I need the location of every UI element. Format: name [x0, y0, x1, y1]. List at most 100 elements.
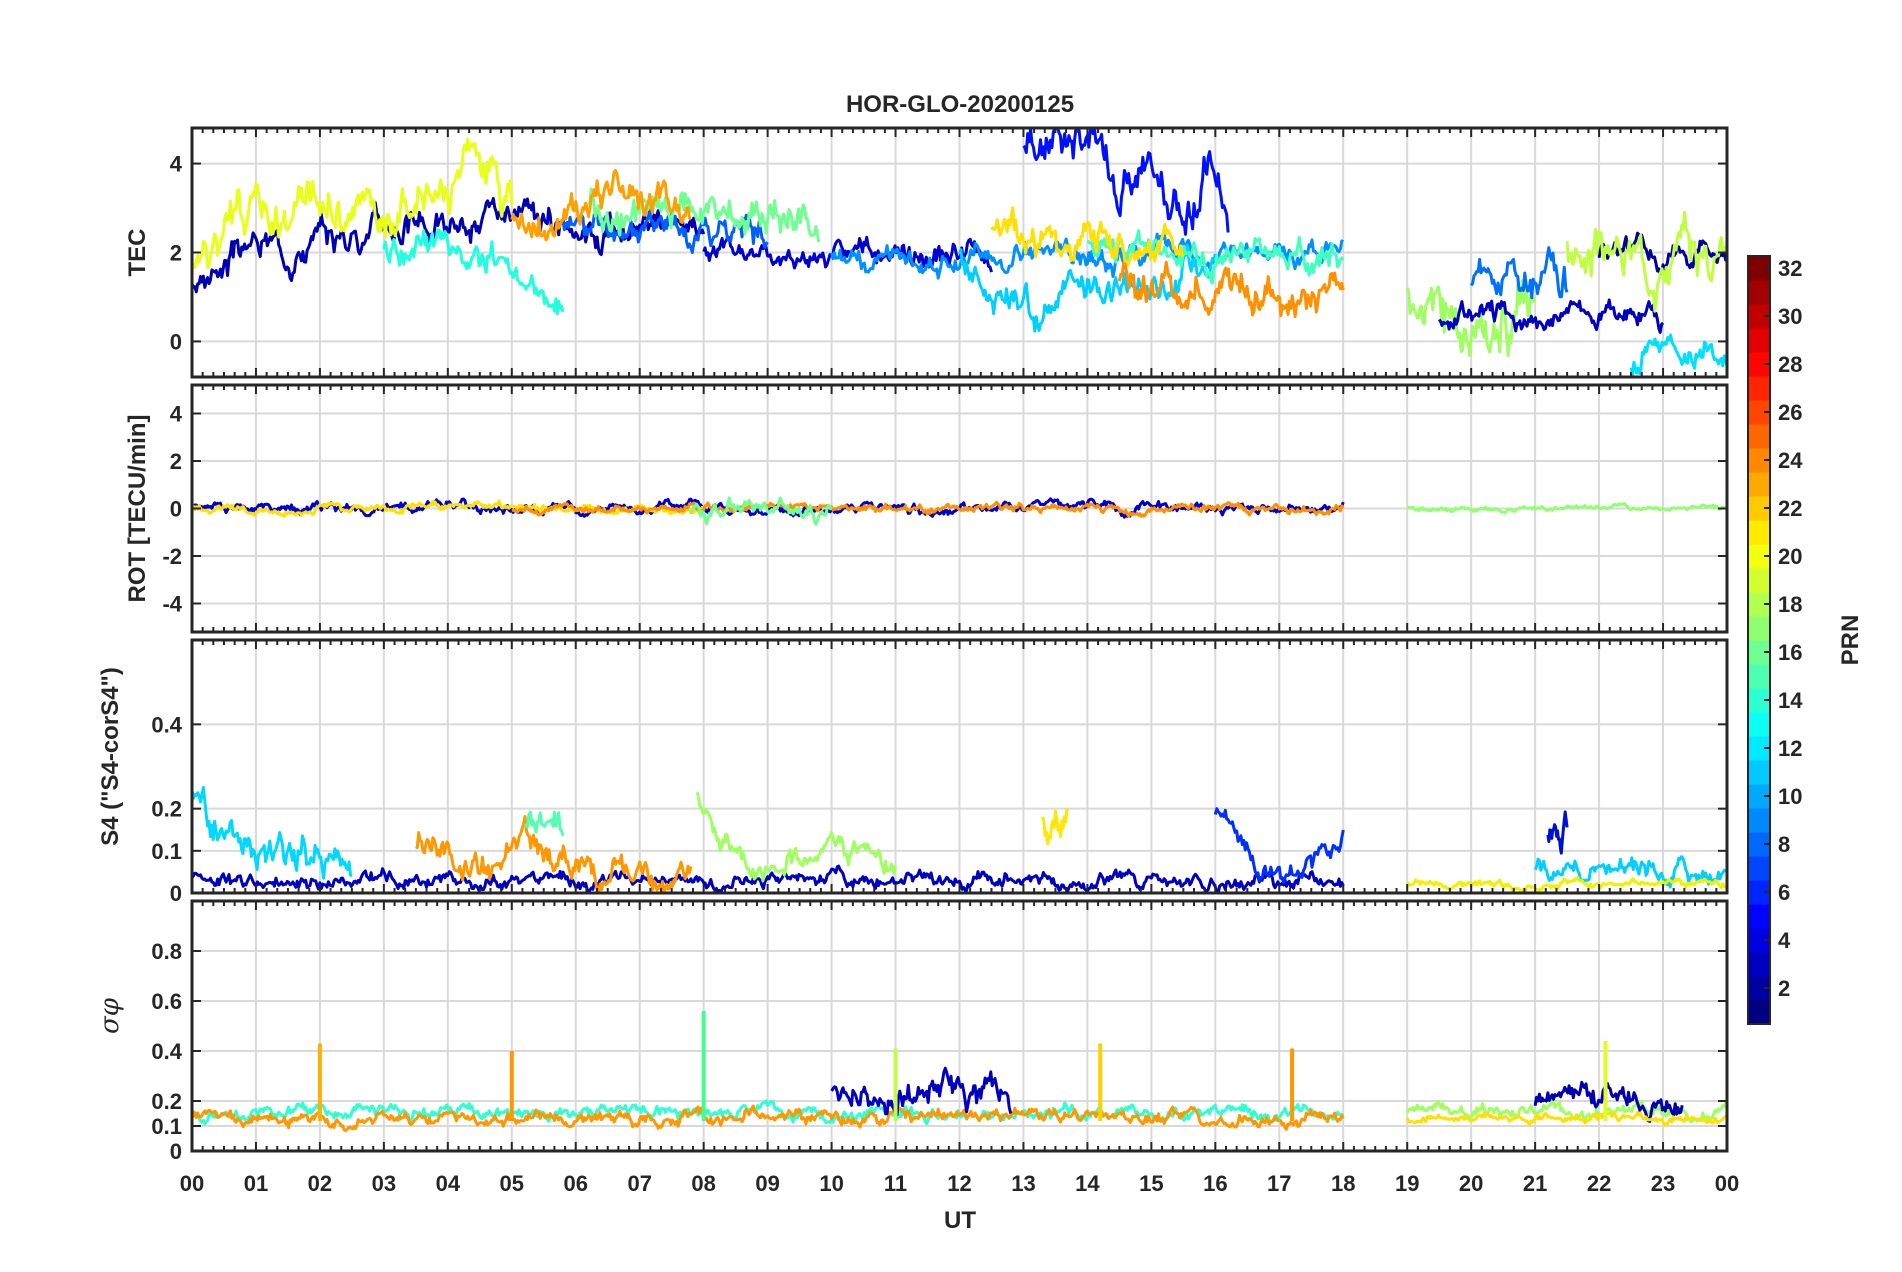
colorbar-segment	[1748, 904, 1770, 929]
colorbar-segment	[1748, 880, 1770, 905]
series-prn-3-14	[1438, 298, 1665, 334]
series-prn-18-17	[1565, 210, 1727, 313]
colorbar-segment	[1748, 976, 1770, 1001]
tick-marks	[191, 640, 1728, 894]
x-tick-label: 10	[819, 1171, 843, 1196]
colorbar-segment	[1748, 304, 1770, 329]
y-tick-label: 0.2	[151, 797, 182, 822]
x-tick-label: 02	[308, 1171, 332, 1196]
x-tick-label: 08	[691, 1171, 715, 1196]
colorbar-tick-label: 14	[1778, 688, 1803, 713]
x-tick-label: 00	[180, 1171, 204, 1196]
series-prn-20-5	[1041, 807, 1070, 846]
colorbar-tick-label: 30	[1778, 304, 1802, 329]
colorbar-segment	[1748, 496, 1770, 521]
colorbar-frame	[1747, 255, 1771, 1025]
colorbar-segment	[1748, 784, 1770, 809]
series-group	[192, 128, 1727, 377]
series-prn-22-1	[192, 1104, 1345, 1133]
y-tick-label: 4	[170, 152, 183, 177]
series-prn-23-12	[1117, 260, 1345, 319]
x-tick-label: 09	[755, 1171, 779, 1196]
colorbar-label: PRN	[1837, 615, 1864, 666]
colorbar-segment	[1748, 808, 1770, 833]
series-prn-20-10	[990, 206, 1185, 267]
x-tick-label: 18	[1331, 1171, 1355, 1196]
colorbar-segment	[1748, 544, 1770, 569]
x-tick-label: 13	[1011, 1171, 1035, 1196]
series-prn-6-15	[1469, 246, 1569, 300]
series-prn-4-6	[1213, 807, 1345, 884]
y-tick-label: -2	[162, 544, 182, 569]
series-prn-8-4	[830, 230, 1345, 280]
x-tick-label: 17	[1267, 1171, 1291, 1196]
series-prn-16-3	[689, 496, 833, 526]
colorbar-tick-label: 22	[1778, 496, 1802, 521]
x-tick-label: 20	[1459, 1171, 1483, 1196]
y-tick-label: 0.4	[151, 712, 182, 737]
colorbar-segment	[1748, 520, 1770, 545]
series-prn-3-1	[702, 235, 993, 273]
colorbar-tick-label: 16	[1778, 640, 1802, 665]
colorbar-segment	[1748, 688, 1770, 713]
y-axis-label: σφ	[95, 997, 125, 1034]
y-tick-label: 0.2	[151, 1089, 182, 1114]
colorbar-tick-label: 10	[1778, 784, 1802, 809]
colorbar-segment	[1748, 400, 1770, 425]
y-tick-label: 0	[170, 497, 182, 522]
x-tick-label: 15	[1139, 1171, 1163, 1196]
x-tick-label: 07	[627, 1171, 651, 1196]
series-prn-16-8	[587, 187, 821, 243]
series-prn-13-6	[382, 228, 565, 316]
y-tick-label: 0.4	[151, 1039, 182, 1064]
series-prn-20-5	[1405, 1111, 1727, 1127]
x-tick-labels: 00 01 02 03 04 05 06 07 08 09 10 11 12 13 14 15 16 17 18 19…	[180, 1171, 1739, 1196]
x-tick-label: 11	[884, 1171, 907, 1196]
y-tick-label: 0	[170, 881, 182, 906]
colorbar-tick-label: 4	[1778, 928, 1791, 953]
x-tick-label: 22	[1587, 1171, 1611, 1196]
series-prn-19-9	[192, 137, 514, 270]
series-prn-15-3	[523, 810, 565, 837]
colorbar-segment	[1748, 472, 1770, 497]
x-tick-label: 16	[1203, 1171, 1227, 1196]
y-tick-label: 2	[170, 449, 182, 474]
y-axis-label: S4 ("S4-corS4")	[97, 667, 124, 846]
panel-tec: 0 2 4 TEC	[124, 126, 1729, 379]
series-prn-22-2	[511, 500, 1345, 518]
colorbar-segment	[1748, 328, 1770, 353]
series-prn-12-0	[192, 785, 353, 880]
x-axis-label: UT	[944, 1207, 976, 1234]
colorbar-tick-label: 12	[1778, 736, 1802, 761]
y-axis-label: ROT [TECU/min]	[124, 415, 151, 603]
series-prn-14-0	[192, 1099, 1345, 1126]
x-tick-label: 03	[372, 1171, 396, 1196]
colorbar-segment	[1748, 664, 1770, 689]
x-tick-label: 23	[1651, 1171, 1675, 1196]
y-tick-label: 0.1	[151, 839, 182, 864]
colorbar-segment	[1748, 832, 1770, 857]
x-tick-label: 19	[1395, 1171, 1419, 1196]
y-tick-label: 0	[170, 329, 182, 354]
x-tick-label: 04	[436, 1171, 461, 1196]
colorbar-segment	[1748, 640, 1770, 665]
colorbar-segment	[1748, 352, 1770, 377]
colorbar-segment	[1748, 376, 1770, 401]
tick-marks	[191, 128, 1728, 377]
colorbar-tick-label: 28	[1778, 352, 1802, 377]
series-prn-14-7	[1086, 229, 1345, 285]
series-prn-17-4	[1407, 502, 1727, 515]
series-group	[192, 1011, 1727, 1133]
series-prn-20-1	[192, 499, 705, 518]
colorbar-segment	[1748, 256, 1770, 281]
colorbar-tick-label: 24	[1778, 448, 1803, 473]
series-prn-2-1	[192, 864, 1345, 893]
colorbar-segment	[1748, 760, 1770, 785]
x-tick-label: 12	[947, 1171, 971, 1196]
colorbar-segment	[1748, 856, 1770, 881]
colorbar-segment	[1748, 1000, 1770, 1025]
colorbar-tick-label: 20	[1778, 544, 1802, 569]
colorbar-tick-label: 2	[1778, 976, 1790, 1001]
x-tick-label: 14	[1075, 1171, 1100, 1196]
